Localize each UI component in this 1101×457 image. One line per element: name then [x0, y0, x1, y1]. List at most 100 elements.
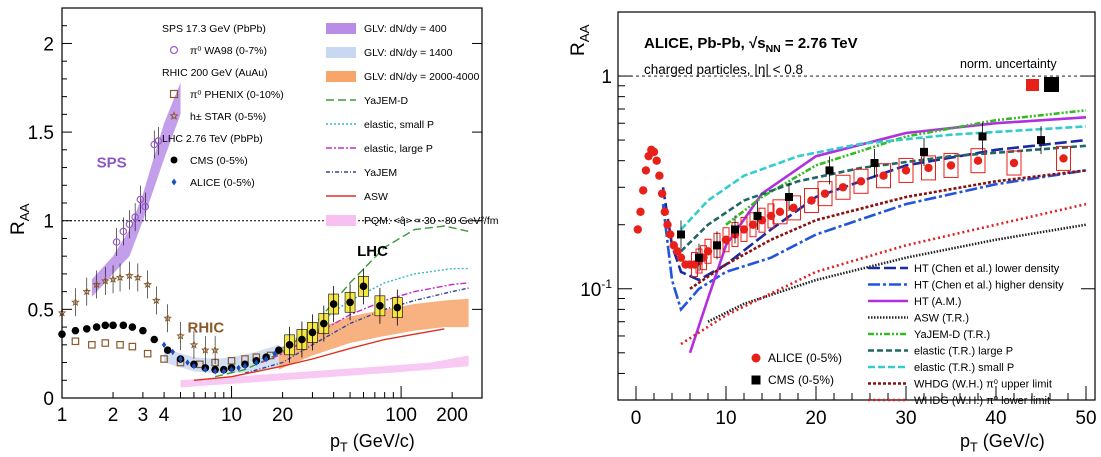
data-point-s2	[731, 225, 739, 234]
data-point-s2	[753, 211, 762, 220]
y-tick-label: 2	[43, 34, 54, 55]
model-line-1	[214, 225, 469, 378]
data-point-s1	[1009, 158, 1019, 168]
legend-line-text-4: ASW (T.R.)	[914, 313, 969, 325]
data-point-s2	[227, 356, 236, 365]
legend-line-text-3: HT (A.M.)	[914, 296, 961, 308]
y-tick-label: 10-1	[580, 277, 612, 301]
plot-area	[618, 12, 1095, 400]
data-point-s4	[119, 321, 128, 330]
data-point-s2	[71, 337, 80, 346]
data-point-s1	[125, 220, 134, 229]
x-tick-label: 200	[436, 405, 468, 426]
data-point-s4	[285, 341, 294, 349]
data-point-s4	[376, 302, 384, 310]
data-point-s3	[200, 345, 210, 354]
data-point-s5	[185, 359, 190, 366]
data-point-s1	[666, 230, 675, 239]
data-point-s1	[112, 238, 121, 246]
data-point-s5	[272, 350, 278, 357]
data-point-s2	[713, 241, 721, 250]
data-point-s3	[92, 279, 101, 289]
data-point-s3	[210, 345, 220, 354]
legend-line-text-6: elastic (T.R.) large P	[914, 346, 1013, 358]
data-point-s4	[101, 321, 110, 330]
band-1	[91, 82, 181, 297]
data-point-s1	[703, 247, 713, 256]
data-point-s4	[71, 326, 80, 335]
legend-right-text-3: GLV: dN/dy = 2000-4000	[364, 71, 479, 83]
data-point-s4	[109, 321, 117, 330]
legend-right-text-1: GLV: dN/dy = 400	[364, 23, 447, 35]
data-point-s3	[163, 313, 172, 322]
data-point-s2	[870, 159, 879, 168]
data-point-s4	[82, 325, 91, 333]
model-line-2	[661, 169, 1087, 313]
data-point-s1	[660, 207, 669, 217]
legend-marker-1	[751, 353, 761, 363]
data-point-s1	[676, 253, 686, 262]
x-tick-label: 4	[159, 405, 170, 426]
data-point-s2	[677, 230, 685, 239]
region-label-2: RHIC	[188, 319, 225, 336]
region-label-1: SPS	[97, 155, 127, 172]
data-point-s2	[88, 341, 96, 349]
legend-left-marker-4	[169, 89, 179, 99]
legend-left-marker-5	[169, 111, 179, 120]
data-point-s1	[789, 203, 798, 213]
legend-right-swatch-9	[326, 215, 356, 226]
legend-right-swatch-3	[326, 71, 356, 82]
x-axis-label: pT (GeV/c)	[960, 431, 1045, 455]
band-3	[278, 298, 469, 370]
data-point-s3	[71, 297, 80, 307]
data-point-s3	[189, 340, 199, 349]
data-point-s4	[128, 323, 137, 331]
data-point-s4	[163, 346, 172, 354]
data-point-s5	[242, 362, 248, 370]
alice-syst-box	[898, 157, 914, 183]
alice-syst-box	[817, 181, 833, 207]
data-point-s5	[178, 355, 183, 363]
alice-syst-box	[1056, 145, 1071, 171]
data-point-s1	[1059, 154, 1068, 163]
data-point-s1	[639, 186, 648, 195]
data-point-s1	[901, 166, 911, 175]
legend-line-text-9: WHDG (W.H.) π⁰ lower limit	[914, 395, 1050, 407]
data-point-s2	[920, 147, 928, 156]
legend-right-text-4: YaJEM-D	[364, 95, 409, 107]
data-point-s1	[636, 207, 645, 217]
data-point-s2	[1037, 136, 1045, 145]
data-point-s3	[100, 276, 110, 285]
legend-right-text-9: PQM: <q̂> = 30 - 80 GeV²/fm	[364, 215, 499, 227]
data-point-s1	[739, 225, 749, 234]
y-axis-label: RAA	[568, 24, 592, 56]
data-point-s5	[221, 368, 227, 375]
data-point-s5	[170, 348, 175, 356]
data-point-s5	[212, 368, 218, 375]
y-tick-label: 1.5	[28, 123, 54, 144]
legend-line-text-7: elastic (T.R.) small P	[914, 362, 1014, 374]
data-point-s2	[160, 355, 168, 363]
legend-left-text-4: π⁰ PHENIX (0-10%)	[190, 89, 284, 101]
data-point-s1	[973, 156, 983, 165]
alice-syst-box	[943, 152, 959, 178]
data-point-s1	[721, 235, 731, 244]
data-point-s5	[263, 355, 269, 363]
data-point-s3	[152, 296, 161, 305]
legend-right-text-2: GLV: dN/dy = 1400	[364, 47, 453, 59]
data-point-s1	[154, 137, 163, 145]
norm-uncertainty-cms-box	[1044, 77, 1059, 92]
legend-line-text-1: HT (Chen et al.) lower density	[914, 263, 1060, 275]
x-tick-label: 20	[272, 405, 293, 426]
data-point-s5	[203, 366, 208, 373]
data-point-s2	[116, 341, 124, 349]
x-tick-label: 0	[631, 408, 642, 429]
data-point-s1	[748, 220, 758, 229]
model-line-1	[661, 138, 1087, 282]
data-point-s1	[141, 202, 150, 211]
legend-left-marker-2	[169, 45, 179, 55]
legend-left-header-6: LHC 2.76 TeV (PbPb)	[162, 133, 263, 145]
legend-marker-2	[751, 375, 761, 385]
data-point-s5	[229, 366, 234, 373]
